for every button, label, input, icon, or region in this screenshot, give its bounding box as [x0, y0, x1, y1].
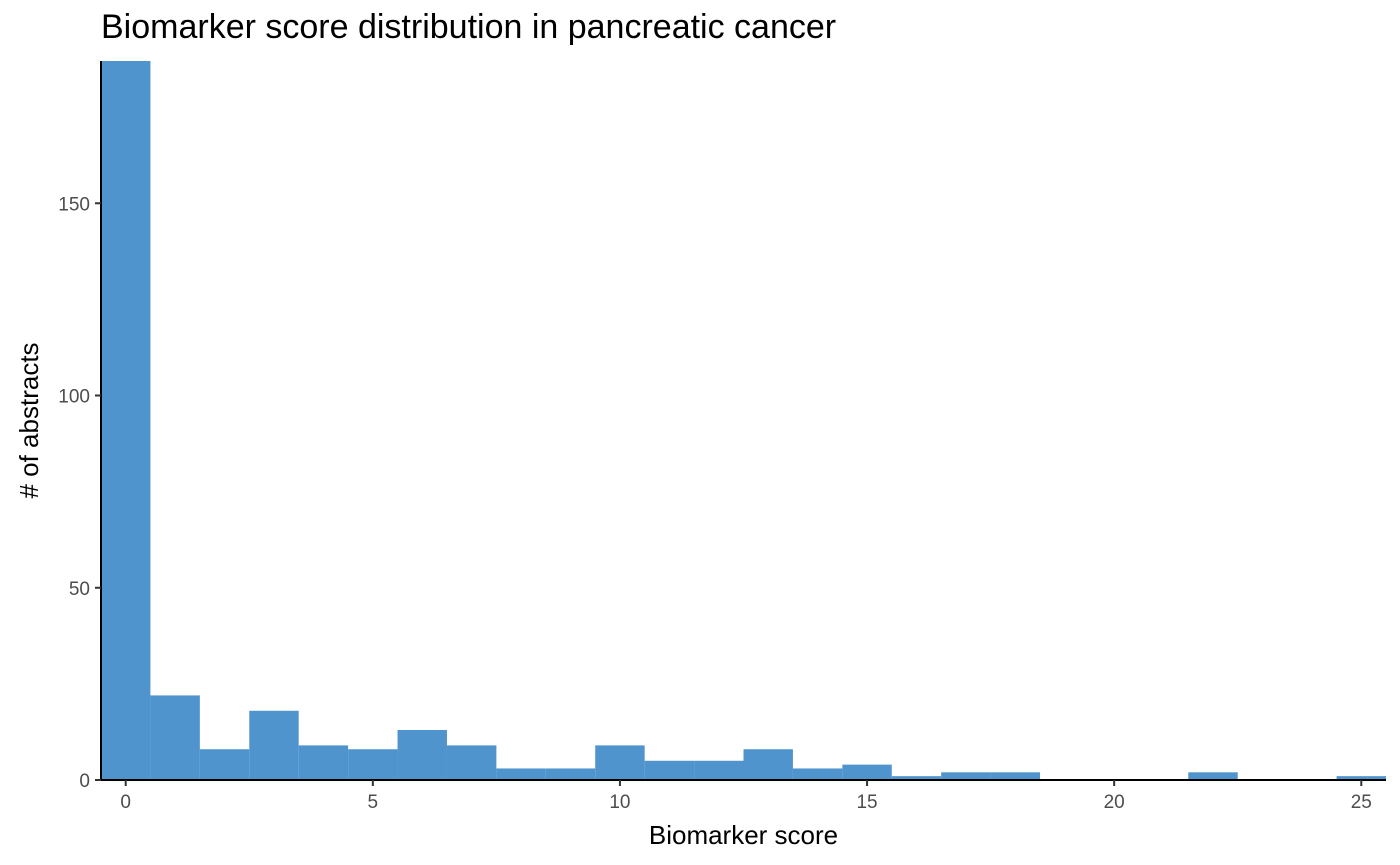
- histogram-bar: [990, 772, 1041, 780]
- y-axis-ticks: 0 50 100 150: [58, 194, 101, 792]
- y-tick-label: 100: [58, 387, 90, 408]
- histogram-bar: [941, 772, 991, 780]
- histogram-bar: [249, 710, 299, 780]
- histogram-bar: [842, 764, 892, 780]
- y-axis-title: # of abstracts: [14, 342, 44, 498]
- x-tick-label: 20: [1104, 792, 1125, 813]
- y-tick-label: 50: [69, 579, 90, 600]
- x-tick-label: 25: [1351, 792, 1372, 813]
- histogram-bar: [199, 749, 250, 780]
- chart-title: Biomarker score distribution in pancreat…: [101, 8, 837, 46]
- x-tick-label: 15: [856, 792, 877, 813]
- y-tick-label: 150: [58, 194, 90, 215]
- histogram-bar: [891, 776, 942, 780]
- histogram-bar: [496, 768, 546, 780]
- histogram-bar: [545, 768, 596, 780]
- histogram-bar: [446, 745, 497, 780]
- bars-group: [101, 61, 1386, 780]
- histogram-bar: [743, 749, 793, 780]
- histogram-bar: [1336, 776, 1386, 780]
- histogram-bar: [150, 695, 200, 780]
- y-tick-label: 0: [79, 771, 90, 792]
- histogram-bar: [1188, 772, 1238, 780]
- histogram-bar: [792, 768, 843, 780]
- histogram-bar: [595, 745, 645, 780]
- histogram-bar: [397, 730, 447, 780]
- histogram-bar: [298, 745, 349, 780]
- x-axis-ticks: 0 5 10 15 20 25: [120, 780, 1372, 813]
- histogram-bar: [101, 61, 151, 780]
- histogram-bar: [644, 760, 695, 780]
- x-axis-title: Biomarker score: [649, 820, 838, 850]
- histogram-bar: [348, 749, 398, 780]
- x-tick-label: 5: [368, 792, 379, 813]
- histogram-bar: [694, 760, 744, 780]
- x-tick-label: 0: [120, 792, 131, 813]
- x-tick-label: 10: [609, 792, 630, 813]
